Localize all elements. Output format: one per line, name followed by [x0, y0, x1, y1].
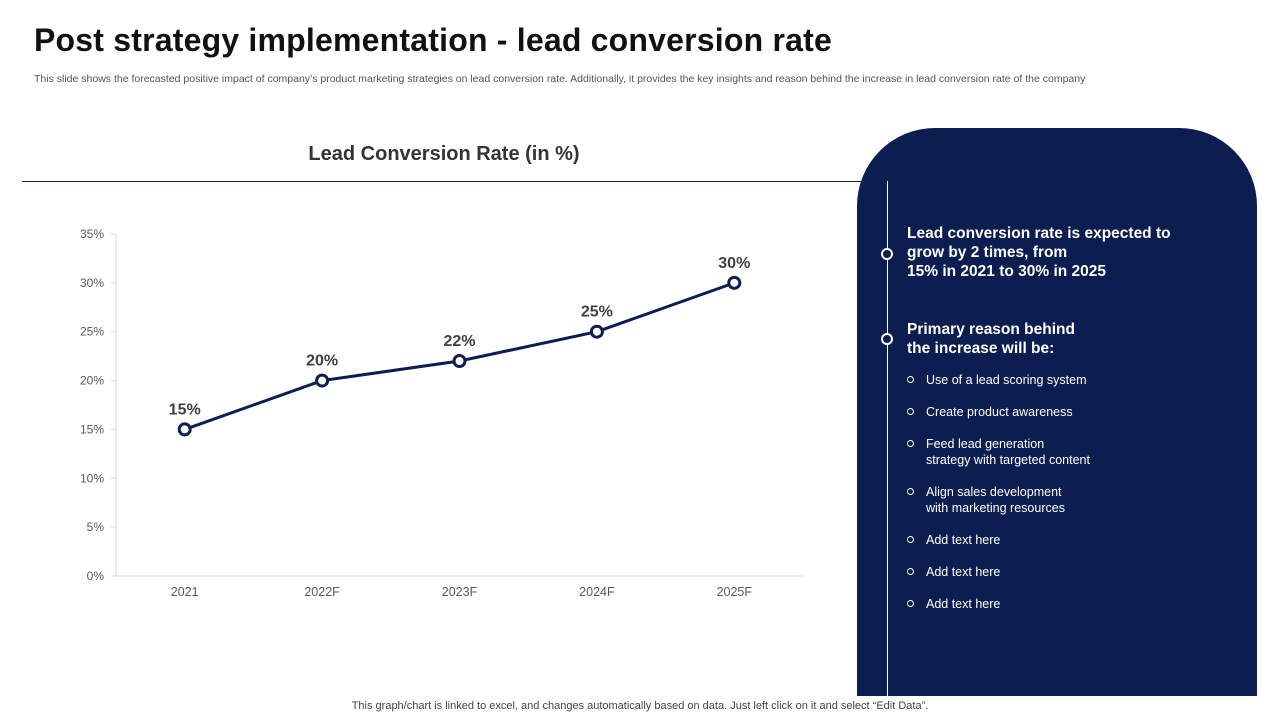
data-point: [589, 324, 604, 339]
data-label: 22%: [443, 333, 475, 350]
list-item: Add text here: [907, 596, 1090, 612]
data-point: [315, 373, 330, 388]
y-tick-label: 25%: [80, 325, 104, 339]
reasons-heading-line: the increase will be:: [907, 340, 1055, 357]
list-item-text: strategy with targeted content: [926, 453, 1090, 467]
data-point: [727, 275, 742, 290]
bullet-circle-icon: [907, 536, 914, 543]
x-tick-label: 2025F: [717, 585, 753, 599]
y-tick-label: 35%: [80, 227, 104, 241]
list-item-text: with marketing resources: [926, 501, 1065, 515]
bullet-circle-icon: [907, 408, 914, 415]
insight-heading: Lead conversion rate is expected to grow…: [907, 224, 1171, 281]
x-tick-label: 2021: [171, 585, 199, 599]
y-tick-label: 0%: [87, 569, 105, 583]
y-tick-label: 5%: [87, 520, 105, 534]
x-tick-label: 2023F: [442, 585, 478, 599]
reasons-heading: Primary reason behind the increase will …: [907, 320, 1075, 358]
y-tick-label: 10%: [80, 471, 104, 485]
timeline-dot-1: [881, 248, 893, 260]
list-item-text: Add text here: [926, 565, 1001, 579]
list-item: Add text here: [907, 564, 1090, 580]
data-label: 15%: [169, 401, 201, 418]
bullet-circle-icon: [907, 376, 914, 383]
x-tick-label: 2022F: [304, 585, 340, 599]
insight-heading-line: Lead conversion rate is expected to: [907, 225, 1171, 242]
y-tick-label: 20%: [80, 374, 104, 388]
insights-panel: [857, 128, 1257, 696]
data-label: 20%: [306, 353, 338, 370]
list-item: Use of a lead scoring system: [907, 372, 1090, 388]
bullet-circle-icon: [907, 488, 914, 495]
insight-heading-line: 15% in 2021 to 30% in 2025: [907, 263, 1107, 280]
data-label: 25%: [581, 304, 613, 321]
bullet-circle-icon: [907, 600, 914, 607]
page-title: Post strategy implementation - lead conv…: [34, 22, 832, 58]
list-item-text: Add text here: [926, 533, 1001, 547]
data-point: [177, 422, 192, 437]
list-item-text: Create product awareness: [926, 405, 1073, 419]
insight-heading-line: grow by 2 times, from: [907, 244, 1068, 261]
timeline-dot-2: [881, 333, 893, 345]
bullet-circle-icon: [907, 440, 914, 447]
data-point: [452, 354, 467, 369]
footer-note: This graph/chart is linked to excel, and…: [351, 700, 929, 712]
list-item-text: Feed lead generation: [926, 437, 1045, 451]
x-tick-label: 2024F: [579, 585, 615, 599]
line-chart: 0% 5% 10% 15% 20% 25% 30% 35% 2021 2022F 2023F 2024…: [80, 227, 803, 599]
list-item-text: Use of a lead scoring system: [926, 373, 1087, 387]
y-tick-label: 15%: [80, 422, 104, 436]
bullet-circle-icon: [907, 568, 914, 575]
list-item-text: Align sales development: [926, 485, 1062, 499]
list-item: Feed lead generation strategy with target…: [907, 436, 1090, 468]
reasons-list: Use of a lead scoring system Create prod…: [907, 372, 1090, 628]
list-item: Add text here: [907, 532, 1090, 548]
list-item: Create product awareness: [907, 404, 1090, 420]
y-tick-label: 30%: [80, 276, 104, 290]
timeline-line: [887, 181, 888, 696]
reasons-heading-line: Primary reason behind: [907, 321, 1075, 338]
list-item-text: Add text here: [926, 597, 1001, 611]
page-subtitle: This slide shows the forecasted positive…: [34, 73, 1086, 85]
list-item: Align sales development with marketing re…: [907, 484, 1090, 516]
chart-title: Lead Conversion Rate (in %): [308, 143, 580, 165]
divider-line: [22, 181, 888, 182]
data-label: 30%: [718, 255, 750, 272]
